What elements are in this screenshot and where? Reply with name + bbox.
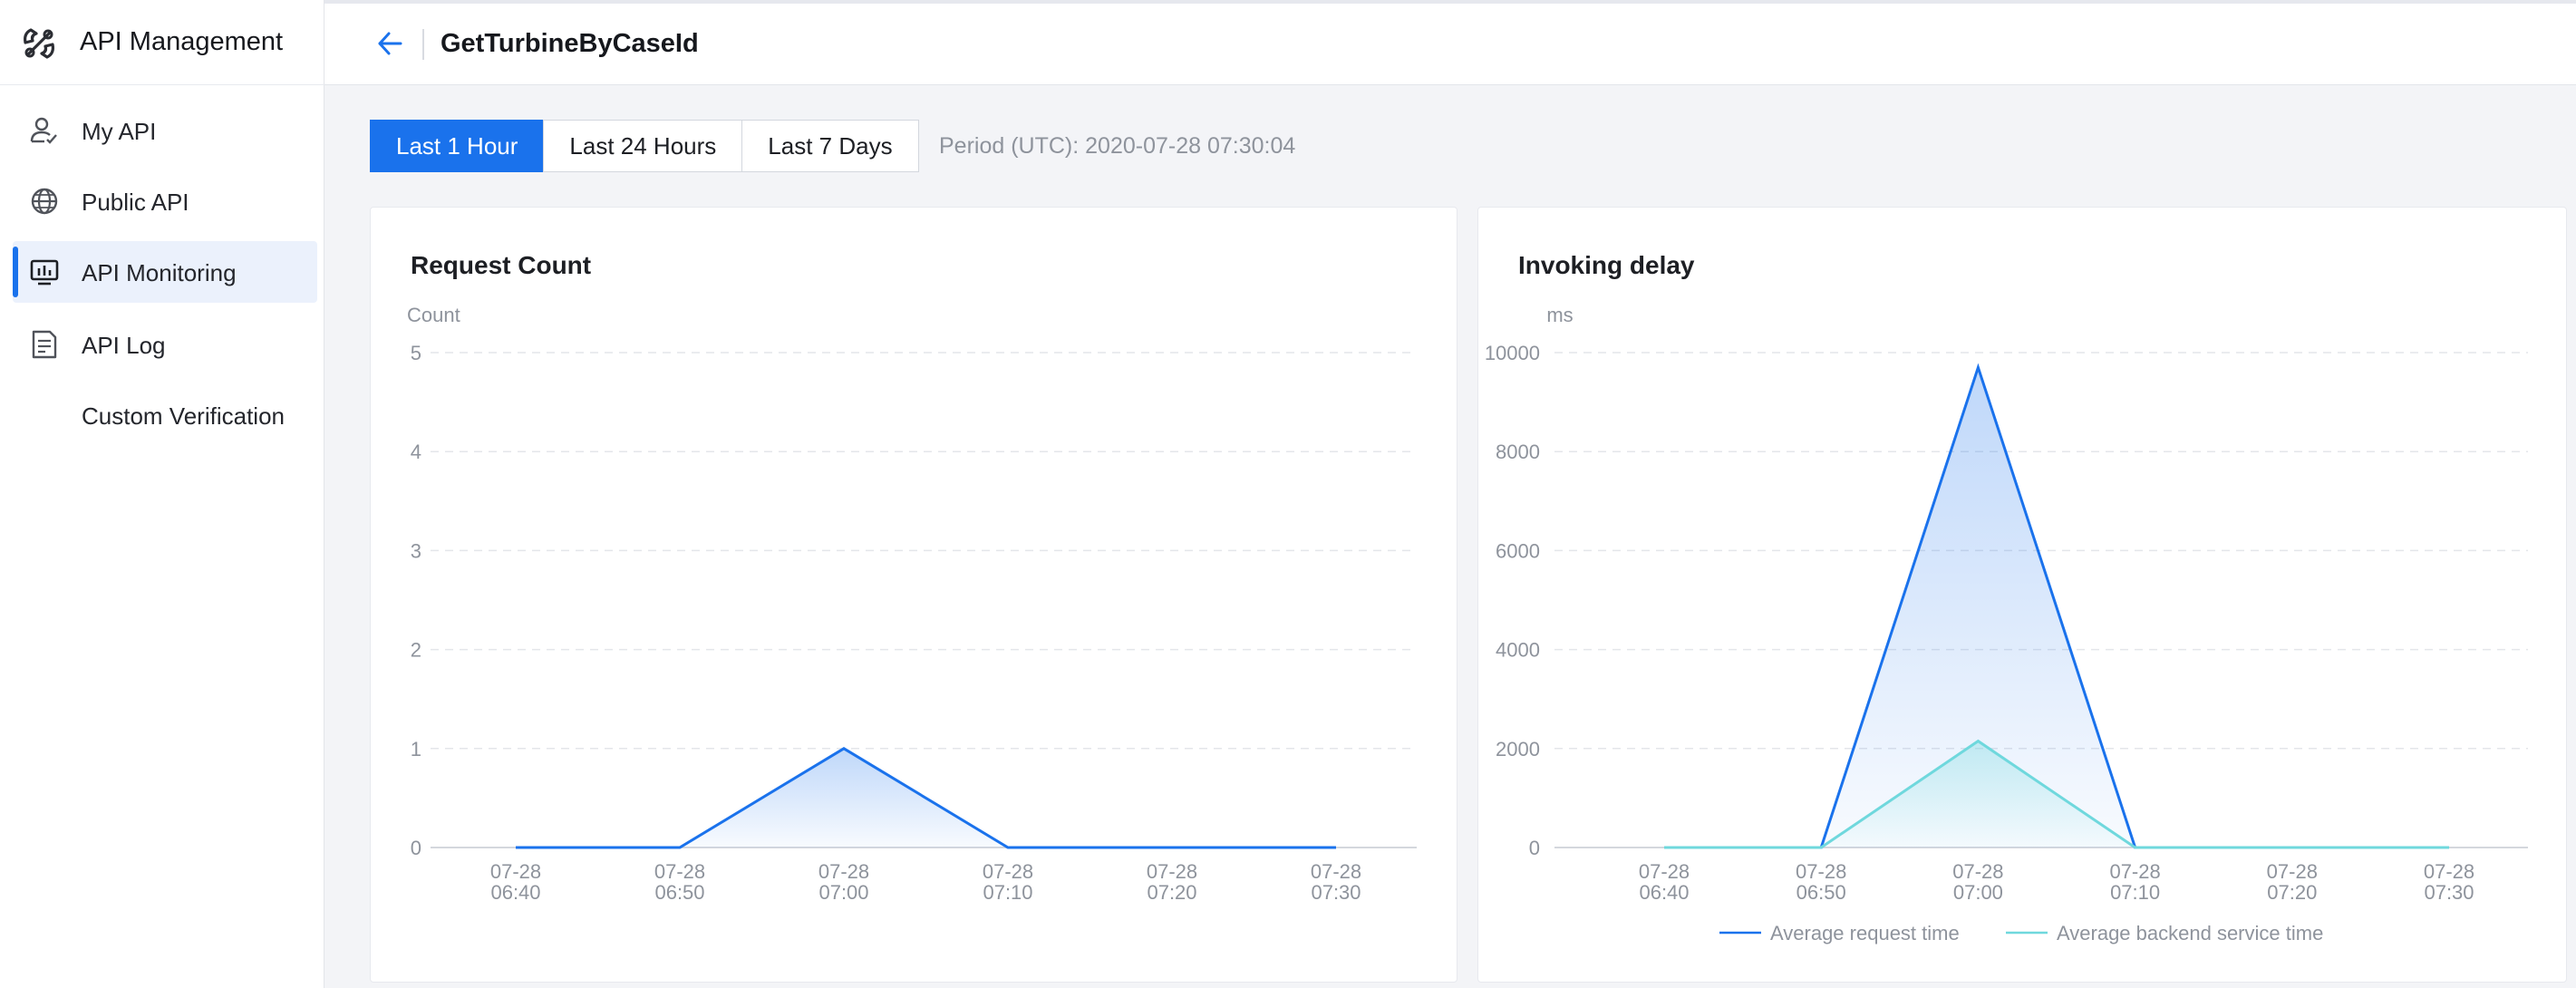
document-icon [32, 330, 57, 359]
x-tick-label: 07-28 [1147, 860, 1197, 883]
x-tick-label: 07:10 [983, 881, 1032, 904]
x-tick-label: 07:20 [2267, 881, 2317, 904]
x-tick-label: 07-28 [490, 860, 541, 883]
tab-last-24-hours[interactable]: Last 24 Hours [543, 120, 743, 172]
header-divider [422, 29, 424, 60]
invoking-delay-chart: ms020004000600080001000007-2806:4007-280… [1485, 304, 2528, 944]
series-line-1 [516, 747, 1336, 849]
y-tick-label: 0 [1529, 837, 1540, 859]
period-text: Period (UTC): 2020-07-28 07:30:04 [939, 133, 1296, 159]
y-tick-label: 8000 [1496, 441, 1540, 463]
x-tick-label: 07:10 [2110, 881, 2160, 904]
x-tick-label: 07-28 [1796, 860, 1846, 883]
tab-last-7-days[interactable]: Last 7 Days [741, 120, 919, 172]
api-management-logo-icon [24, 28, 54, 59]
x-tick-label: 06:40 [490, 881, 540, 904]
user-api-icon [30, 117, 57, 144]
chart-title: Request Count [411, 251, 592, 279]
y-tick-label: 2 [411, 639, 421, 662]
sidebar-item-public-api[interactable]: Public API [13, 170, 317, 232]
request-count-chart: Count01234507-2806:4007-2806:5007-2807:0… [407, 304, 1417, 904]
y-tick-label: 1 [411, 738, 421, 760]
time-range-tabs: Last 1 Hour Last 24 Hours Last 7 Days [370, 120, 919, 172]
y-tick-label: 4000 [1496, 639, 1540, 662]
y-tick-label: 6000 [1496, 539, 1540, 562]
x-tick-label: 06:40 [1639, 881, 1689, 904]
y-tick-label: 0 [411, 837, 421, 859]
x-tick-label: 07-28 [1952, 860, 2003, 883]
x-tick-label: 07-28 [2109, 860, 2160, 883]
sidebar-item-label: Custom Verification [82, 402, 285, 430]
x-tick-label: 07-28 [818, 860, 869, 883]
sidebar-item-label: My API [82, 118, 157, 145]
x-tick-label: 07-28 [2267, 860, 2318, 883]
x-tick-label: 07-28 [1639, 860, 1690, 883]
legend-label: Average request time [1770, 922, 1960, 944]
back-arrow-icon[interactable] [373, 27, 406, 60]
x-tick-label: 07:00 [818, 881, 868, 904]
sidebar: API Management My API Public API API Mon… [0, 0, 324, 988]
request-count-card: Count 0 1 2 3 4 5 07-28 06:40 07-28 06:50 07-28 07:0… [370, 207, 1457, 983]
y-axis-unit-label: ms [1546, 304, 1573, 326]
y-tick-label: 2000 [1496, 738, 1540, 760]
x-tick-label: 06:50 [654, 881, 704, 904]
y-tick-label: 4 [411, 441, 421, 463]
sidebar-item-my-api[interactable]: My API [13, 100, 317, 161]
y-tick-label: 3 [411, 539, 421, 562]
tab-last-1-hour[interactable]: Last 1 Hour [370, 120, 545, 172]
sidebar-item-label: API Monitoring [82, 259, 237, 286]
page-header: GetTurbineByCaseId [324, 4, 2576, 85]
x-tick-label: 07:30 [1311, 881, 1361, 904]
globe-icon [31, 188, 58, 215]
x-tick-label: 07-28 [2424, 860, 2474, 883]
brand: API Management [0, 0, 324, 85]
x-tick-label: 07:20 [1147, 881, 1196, 904]
x-tick-label: 07-28 [1311, 860, 1361, 883]
chart-title: Invoking delay [1518, 251, 1695, 279]
x-tick-label: 07:30 [2424, 881, 2474, 904]
x-tick-label: 07-28 [983, 860, 1033, 883]
sidebar-item-custom-verification[interactable]: Custom Verification [13, 384, 317, 446]
x-tick-label: 07:00 [1953, 881, 2003, 904]
x-tick-label: 06:50 [1796, 881, 1846, 904]
legend-label: Average backend service time [2057, 922, 2323, 944]
y-tick-label: 10000 [1485, 342, 1540, 364]
invoking-delay-card: ms 0 2000 4000 6000 8000 10000 07-28 06:40 07-28 0… [1477, 207, 2567, 983]
sidebar-item-label: API Log [82, 332, 166, 359]
page-title: GetTurbineByCaseId [441, 29, 699, 58]
active-indicator [13, 247, 18, 297]
sidebar-item-label: Public API [82, 189, 189, 216]
x-tick-label: 07-28 [654, 860, 705, 883]
sidebar-item-api-monitoring[interactable]: API Monitoring [13, 241, 317, 303]
brand-title: API Management [80, 27, 284, 56]
series-line-2 [1664, 739, 2449, 849]
sidebar-item-api-log[interactable]: API Log [13, 314, 317, 375]
monitor-icon [30, 259, 59, 286]
y-axis-unit-label: Count [407, 304, 460, 326]
y-tick-label: 5 [411, 342, 421, 364]
